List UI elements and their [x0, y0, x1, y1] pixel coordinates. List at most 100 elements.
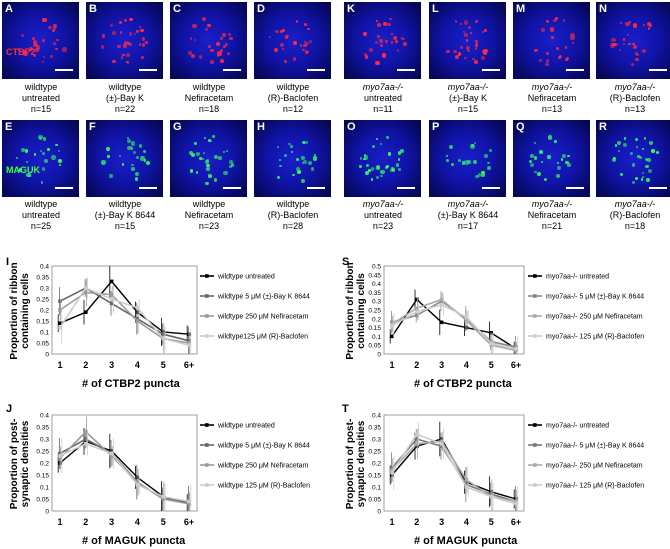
punctum	[375, 19, 378, 23]
legend-entry: myo7aa-/- 5 μM (±)-Bay K 8644	[546, 443, 644, 450]
punctum	[486, 165, 492, 170]
data-point	[58, 325, 62, 330]
y-tick-label: 0.05	[368, 497, 381, 504]
punctum	[377, 34, 381, 38]
punctum	[558, 54, 562, 58]
caption-treatment: Nefiracetam	[184, 210, 234, 220]
data-point	[415, 306, 419, 311]
y-tick-label: 0.5	[372, 264, 381, 271]
panel-letter: L	[432, 3, 439, 15]
y-tick-label: 0.2	[372, 316, 381, 323]
punctum	[122, 43, 127, 48]
legend-marker	[205, 463, 209, 467]
punctum	[541, 27, 546, 33]
punctum	[396, 49, 400, 52]
data-point	[58, 451, 62, 456]
punctum	[468, 25, 471, 29]
punctum	[313, 153, 316, 156]
caption-n: n=28	[282, 221, 304, 231]
punctum	[305, 41, 309, 46]
punctum	[134, 171, 140, 177]
punctum	[549, 27, 554, 32]
line-chart-t: T Proportion of post-synaptic densities # …	[336, 403, 670, 549]
caption-genotype: wildtype	[192, 82, 226, 92]
x-tick-label: 1	[57, 517, 62, 527]
punctum	[299, 44, 303, 47]
chart-panel-letter: J	[6, 403, 13, 415]
legend-marker	[533, 274, 537, 278]
punctum	[463, 20, 469, 25]
data-point	[390, 468, 394, 472]
x-tick-label: 3	[439, 360, 444, 370]
punctum	[228, 32, 232, 36]
series-line-0	[391, 298, 517, 350]
caption-n: n=25	[30, 221, 52, 231]
punctum	[641, 171, 645, 175]
scale-bar	[397, 187, 415, 189]
micrograph-panel-h: H	[254, 120, 331, 197]
punctum	[53, 42, 57, 45]
punctum	[612, 43, 616, 47]
caption-genotype: myo7aa-/-	[531, 82, 573, 92]
legend-entry: wildtype 250 μM Nefiracetam	[217, 463, 309, 470]
data-point	[135, 475, 140, 480]
punctum	[364, 155, 369, 160]
punctum	[611, 157, 616, 162]
punctum	[457, 51, 462, 56]
punctum	[35, 48, 40, 53]
punctum	[303, 160, 308, 165]
punctum	[203, 137, 206, 140]
caption-genotype: wildtype	[192, 199, 226, 209]
data-point	[58, 308, 62, 312]
punctum	[121, 163, 125, 166]
punctum	[565, 58, 568, 61]
punctum	[33, 153, 36, 156]
data-point	[390, 324, 394, 328]
punctum	[135, 155, 140, 160]
punctum	[284, 34, 289, 39]
caption-n: n=13	[541, 104, 563, 114]
series-line-0	[59, 440, 190, 505]
legend-entry: myo7aa-/- 125 μM (R)-Baclofen	[546, 483, 644, 490]
punctum	[488, 148, 492, 152]
panel-letter: G	[173, 121, 182, 133]
data-point	[439, 442, 444, 446]
punctum	[635, 57, 639, 62]
data-point	[187, 339, 191, 343]
punctum	[100, 44, 105, 49]
punctum	[118, 154, 122, 158]
punctum	[534, 142, 537, 145]
caption-n: n=13	[624, 104, 646, 114]
punctum	[395, 40, 399, 43]
punctum	[380, 170, 385, 175]
punctum	[464, 56, 468, 60]
punctum	[190, 153, 196, 158]
data-point	[58, 321, 62, 325]
legend-marker	[205, 423, 209, 427]
punctum	[398, 168, 402, 172]
x-tick-label: 1	[389, 517, 394, 527]
punctum	[42, 137, 47, 142]
punctum	[303, 41, 307, 44]
punctum	[379, 39, 383, 43]
y-tick-label: 0.25	[368, 449, 381, 456]
punctum	[529, 163, 534, 168]
punctum	[459, 22, 462, 26]
punctum	[483, 28, 487, 32]
punctum	[376, 165, 381, 170]
punctum	[528, 159, 532, 163]
punctum	[206, 159, 209, 162]
panel-letter: N	[599, 3, 607, 15]
caption-treatment: untreated	[21, 93, 61, 103]
punctum	[292, 173, 296, 177]
punctum	[374, 41, 379, 45]
punctum	[280, 42, 285, 47]
punctum	[231, 163, 235, 167]
punctum	[638, 155, 643, 160]
punctum	[391, 32, 394, 36]
x-tick-label: 3	[109, 517, 114, 527]
punctum	[222, 32, 227, 37]
panel-caption: wildtype untreated n=15	[0, 82, 86, 115]
punctum	[216, 41, 221, 46]
punctum	[191, 53, 195, 58]
